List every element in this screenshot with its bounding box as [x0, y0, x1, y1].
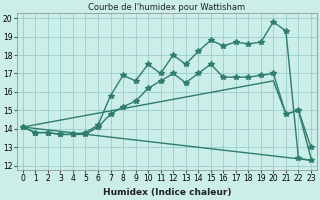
X-axis label: Humidex (Indice chaleur): Humidex (Indice chaleur) — [103, 188, 231, 197]
Title: Courbe de l'humidex pour Wattisham: Courbe de l'humidex pour Wattisham — [88, 3, 245, 12]
